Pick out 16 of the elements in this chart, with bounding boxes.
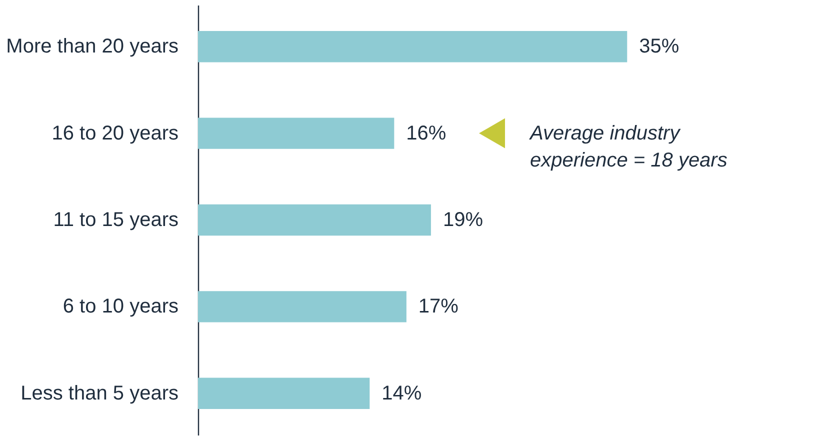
bar	[198, 31, 628, 62]
bar	[198, 378, 370, 409]
data-label: 35%	[639, 36, 680, 58]
data-label: 19%	[442, 209, 484, 231]
y-tick-label: 6 to 10 years	[62, 296, 178, 318]
y-tick-label: More than 20 years	[6, 36, 178, 58]
y-tick-label: 16 to 20 years	[52, 122, 178, 144]
y-tick-label: Less than 5 years	[20, 382, 178, 404]
bar	[198, 291, 406, 322]
data-label: 17%	[418, 296, 459, 318]
y-tick-label: 11 to 15 years	[53, 209, 178, 231]
data-label: 16%	[406, 122, 446, 144]
annotation: Average industry experience = 18 years	[529, 122, 728, 172]
bar	[198, 118, 394, 149]
bar	[198, 204, 431, 236]
data-label: 14%	[382, 382, 422, 404]
